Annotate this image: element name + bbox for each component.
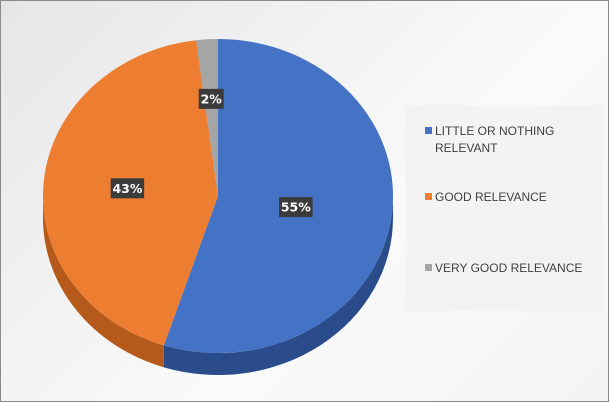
legend-swatch-very-good-relevance [425,264,432,271]
legend-swatch-little-or-nothing-relevant [425,127,432,134]
data-label-little-or-nothing-relevant: 55% [279,197,313,218]
legend-item-little-or-nothing-relevant: LITTLE OR NOTHING RELEVANT [425,123,600,157]
pie-sides [43,196,393,375]
pie-slice-little-or-nothing-relevant [163,39,393,353]
data-label-box [110,178,145,199]
data-label-box [279,197,313,218]
pie-side-good-relevance [43,196,164,368]
legend: LITTLE OR NOTHING RELEVANT GOOD RELEVANC… [405,105,603,311]
data-label-box [198,88,224,109]
legend-item-very-good-relevance: VERY GOOD RELEVANCE [425,260,600,277]
legend-label-good-relevance: GOOD RELEVANCE [435,190,547,204]
legend-label-little-or-nothing-relevant: LITTLE OR NOTHING RELEVANT [435,124,555,155]
legend-swatch-good-relevance [425,193,432,200]
pie-slices [42,39,393,353]
data-label-very-good-relevance: 2% [198,88,224,109]
data-label-text: 43% [112,181,142,196]
pie-side-little-or-nothing-relevant [163,196,393,375]
pie-slice-very-good-relevance [196,39,218,196]
legend-label-very-good-relevance: VERY GOOD RELEVANCE [435,261,583,275]
data-label-good-relevance: 43% [110,178,145,199]
data-label-text: 55% [281,200,311,215]
data-labels: 55% 43% 2% [110,88,313,218]
legend-item-good-relevance: GOOD RELEVANCE [425,189,600,206]
data-label-text: 2% [201,91,223,106]
